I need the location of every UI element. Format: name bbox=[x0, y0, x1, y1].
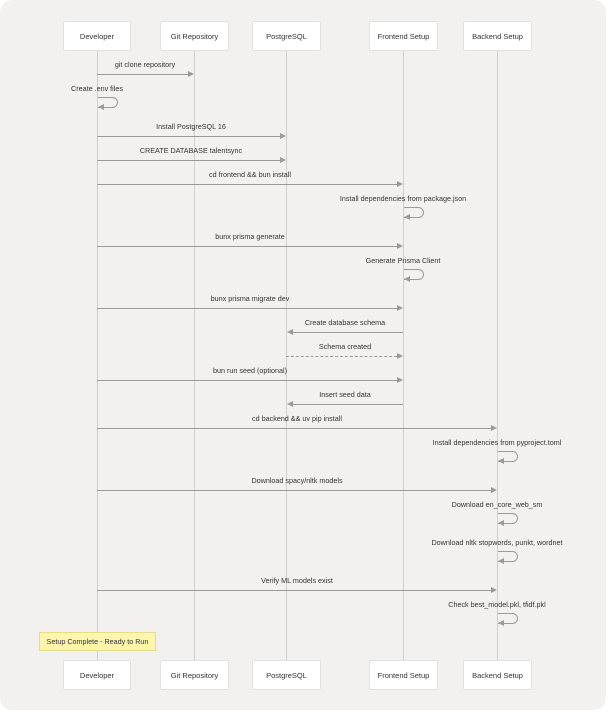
arrowhead-icon bbox=[404, 214, 410, 220]
message-label: Create .env files bbox=[71, 84, 123, 93]
lifeline-backend-setup bbox=[497, 50, 498, 660]
message-arrow bbox=[97, 380, 397, 381]
actor-postgresql-top: PostgreSQL bbox=[252, 21, 321, 51]
self-loop-arrow bbox=[498, 551, 518, 562]
message-label: Check best_model.pkl, tfidf.pkl bbox=[448, 600, 546, 609]
self-loop-arrow bbox=[498, 613, 518, 624]
arrowhead-icon bbox=[498, 620, 504, 626]
actor-backend-setup-top: Backend Setup bbox=[463, 21, 532, 51]
actor-label: Backend Setup bbox=[472, 670, 523, 680]
arrowhead-icon bbox=[397, 353, 403, 359]
arrowhead-icon bbox=[280, 157, 286, 163]
self-loop-arrow bbox=[404, 269, 424, 280]
message-label: Verify ML models exist bbox=[261, 576, 333, 585]
actor-backend-setup-bottom: Backend Setup bbox=[463, 660, 532, 690]
lifeline-git-repository bbox=[194, 50, 195, 660]
lifeline-developer bbox=[97, 50, 98, 660]
actor-label: PostgreSQL bbox=[266, 670, 307, 680]
arrowhead-icon bbox=[491, 587, 497, 593]
actor-git-repository-top: Git Repository bbox=[160, 21, 229, 51]
arrowhead-icon bbox=[98, 104, 104, 110]
actor-label: Git Repository bbox=[170, 670, 219, 680]
message-arrow-dashed bbox=[286, 356, 397, 357]
arrowhead-icon bbox=[280, 133, 286, 139]
note-label: Setup Complete - Ready to Run bbox=[46, 637, 149, 646]
message-label: Install PostgreSQL 16 bbox=[156, 122, 226, 131]
message-label: Install dependencies from pyproject.toml bbox=[432, 438, 562, 447]
actor-frontend-setup-top: Frontend Setup bbox=[369, 21, 438, 51]
actor-label: Developer bbox=[79, 31, 115, 41]
message-label: Download nltk stopwords, punkt, wordnet bbox=[431, 538, 563, 547]
actor-git-repository-bottom: Git Repository bbox=[160, 660, 229, 690]
message-label: CREATE DATABASE talentsync bbox=[139, 146, 243, 155]
message-arrow bbox=[97, 490, 491, 491]
actor-label: Frontend Setup bbox=[377, 31, 430, 41]
self-loop-arrow bbox=[498, 451, 518, 462]
message-label: bunx prisma migrate dev bbox=[210, 294, 290, 303]
arrowhead-icon bbox=[397, 181, 403, 187]
message-label: git clone repository bbox=[114, 60, 176, 69]
actor-label: PostgreSQL bbox=[266, 31, 307, 41]
message-arrow bbox=[97, 184, 397, 185]
message-arrow bbox=[97, 428, 491, 429]
actor-frontend-setup-bottom: Frontend Setup bbox=[369, 660, 438, 690]
arrowhead-icon bbox=[188, 71, 194, 77]
arrowhead-icon bbox=[491, 487, 497, 493]
arrowhead-icon bbox=[397, 305, 403, 311]
self-loop-arrow bbox=[98, 97, 118, 108]
arrowhead-icon bbox=[498, 458, 504, 464]
message-arrow bbox=[97, 136, 280, 137]
note-setup-complete: Setup Complete - Ready to Run bbox=[39, 632, 156, 651]
message-arrow bbox=[97, 74, 188, 75]
arrowhead-icon bbox=[397, 243, 403, 249]
message-label: bun run seed (optional) bbox=[213, 366, 287, 375]
message-label: Create database schema bbox=[304, 318, 386, 327]
self-loop-arrow bbox=[404, 207, 424, 218]
actor-postgresql-bottom: PostgreSQL bbox=[252, 660, 321, 690]
self-loop-arrow bbox=[498, 513, 518, 524]
actor-developer-top: Developer bbox=[63, 21, 131, 51]
arrowhead-icon bbox=[498, 520, 504, 526]
actor-developer-bottom: Developer bbox=[63, 660, 131, 690]
message-label: Download spacy/nltk models bbox=[251, 476, 343, 485]
actor-label: Developer bbox=[79, 670, 115, 680]
message-label: bunx prisma generate bbox=[215, 232, 285, 241]
actor-label: Backend Setup bbox=[472, 31, 523, 41]
message-arrow bbox=[97, 246, 397, 247]
arrowhead-icon bbox=[287, 401, 293, 407]
message-label: cd frontend && bun install bbox=[209, 170, 291, 179]
message-arrow bbox=[292, 404, 403, 405]
arrowhead-icon bbox=[287, 329, 293, 335]
message-label: cd backend && uv pip install bbox=[252, 414, 342, 423]
arrowhead-icon bbox=[491, 425, 497, 431]
arrowhead-icon bbox=[404, 276, 410, 282]
arrowhead-icon bbox=[498, 558, 504, 564]
actor-label: Git Repository bbox=[170, 31, 219, 41]
message-label: Install dependencies from package.json bbox=[339, 194, 467, 203]
message-label: Generate Prisma Client bbox=[365, 256, 441, 265]
lifeline-frontend-setup bbox=[403, 50, 404, 660]
arrowhead-icon bbox=[397, 377, 403, 383]
actor-label: Frontend Setup bbox=[377, 670, 430, 680]
message-arrow bbox=[97, 160, 280, 161]
message-arrow bbox=[292, 332, 403, 333]
message-arrow bbox=[97, 308, 397, 309]
message-label: Schema created bbox=[318, 342, 372, 351]
message-label: Download en_core_web_sm bbox=[451, 500, 543, 509]
message-label: Insert seed data bbox=[319, 390, 371, 399]
lifeline-postgresql bbox=[286, 50, 287, 660]
message-arrow bbox=[97, 590, 491, 591]
